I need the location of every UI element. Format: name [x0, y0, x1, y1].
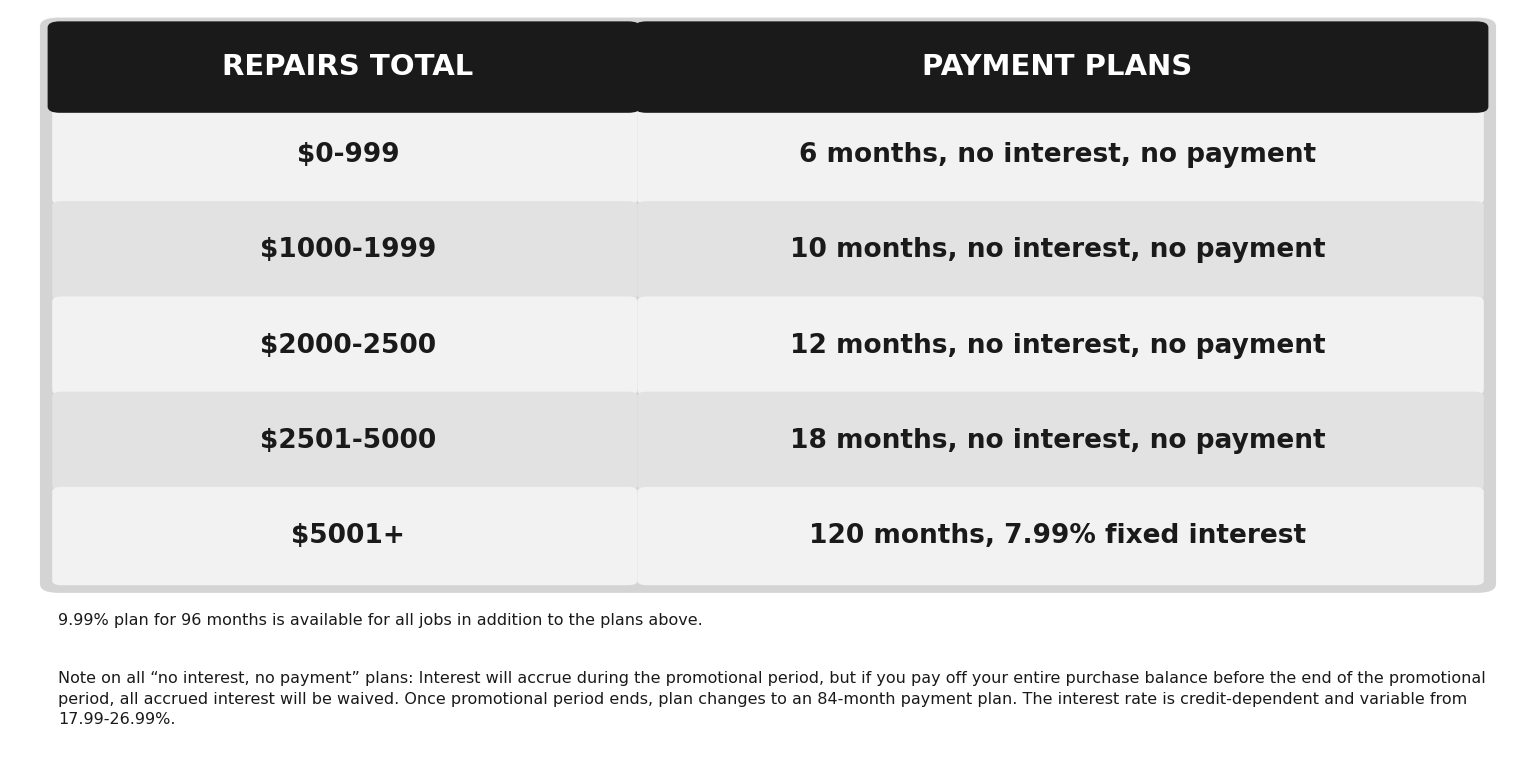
Text: $1000-1999: $1000-1999	[260, 237, 436, 263]
FancyBboxPatch shape	[52, 297, 637, 394]
FancyBboxPatch shape	[634, 21, 1488, 113]
FancyBboxPatch shape	[52, 106, 637, 204]
Text: 12 months, no interest, no payment: 12 months, no interest, no payment	[790, 333, 1326, 359]
FancyBboxPatch shape	[637, 391, 1484, 490]
Text: 9.99% plan for 96 months is available for all jobs in addition to the plans abov: 9.99% plan for 96 months is available fo…	[58, 613, 703, 628]
Text: Note on all “no interest, no payment” plans: Interest will accrue during the pro: Note on all “no interest, no payment” pl…	[58, 671, 1487, 727]
Text: 120 months, 7.99% fixed interest: 120 months, 7.99% fixed interest	[809, 523, 1306, 549]
FancyBboxPatch shape	[52, 391, 637, 490]
FancyBboxPatch shape	[637, 297, 1484, 394]
Text: 18 months, no interest, no payment: 18 months, no interest, no payment	[790, 428, 1326, 454]
FancyBboxPatch shape	[637, 201, 1484, 300]
FancyBboxPatch shape	[52, 201, 637, 300]
Text: PAYMENT PLANS: PAYMENT PLANS	[923, 53, 1192, 81]
FancyBboxPatch shape	[40, 18, 1496, 593]
Text: 6 months, no interest, no payment: 6 months, no interest, no payment	[799, 142, 1316, 168]
Text: 10 months, no interest, no payment: 10 months, no interest, no payment	[790, 237, 1326, 263]
Text: $2000-2500: $2000-2500	[260, 333, 436, 359]
FancyBboxPatch shape	[637, 487, 1484, 585]
Text: $0-999: $0-999	[296, 142, 399, 168]
Text: $5001+: $5001+	[290, 523, 406, 549]
FancyBboxPatch shape	[52, 487, 637, 585]
FancyBboxPatch shape	[637, 106, 1484, 204]
FancyBboxPatch shape	[48, 21, 641, 113]
Text: $2501-5000: $2501-5000	[260, 428, 436, 454]
Text: REPAIRS TOTAL: REPAIRS TOTAL	[223, 53, 473, 81]
